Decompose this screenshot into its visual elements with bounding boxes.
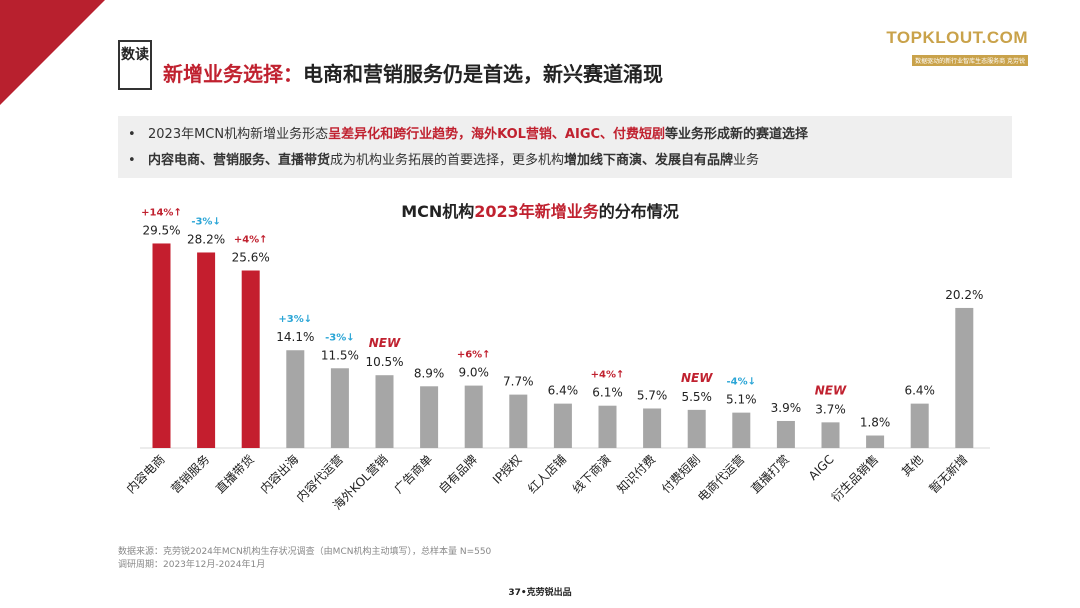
survey-period: 调研周期：2023年12月-2024年1月 bbox=[118, 560, 266, 570]
bar-7 bbox=[420, 386, 439, 448]
value-label-10: 6.4% bbox=[548, 384, 579, 398]
chart-title-part: MCN机构 bbox=[401, 202, 475, 221]
change-label-6: NEW bbox=[369, 336, 401, 350]
change-label-3: +4%↑ bbox=[234, 235, 268, 246]
section-tag: 数读 bbox=[118, 40, 152, 90]
bar-9 bbox=[509, 394, 528, 448]
value-label-19: 20.2% bbox=[945, 288, 983, 302]
bullet-dot: • bbox=[128, 127, 136, 142]
logo-tagline: 数据驱动的新行业智库生态服务商 克劳锐 bbox=[912, 55, 1028, 66]
change-label-13: NEW bbox=[681, 371, 713, 385]
bullet-bold: 内容电商、营销服务、直播带货 bbox=[148, 153, 331, 168]
bar-12 bbox=[643, 408, 662, 448]
change-label-14: -4%↓ bbox=[727, 377, 757, 388]
category-label-1: 内容电商 bbox=[123, 452, 168, 497]
bar-3 bbox=[241, 270, 260, 448]
value-label-18: 6.4% bbox=[904, 384, 935, 398]
value-label-9: 7.7% bbox=[503, 375, 534, 389]
category-label-17: 衍生品销售 bbox=[828, 452, 881, 505]
bar-4 bbox=[286, 350, 305, 448]
category-label-14: 电商代运营 bbox=[694, 452, 747, 505]
category-label-4: 内容出海 bbox=[257, 452, 302, 497]
value-label-17: 1.8% bbox=[860, 416, 891, 430]
bullet-bold: 增加线下商演、发展自有品牌 bbox=[564, 153, 734, 168]
bar-10 bbox=[553, 403, 572, 448]
bar-15 bbox=[776, 420, 795, 448]
change-label-5: -3%↓ bbox=[325, 332, 355, 343]
bullet-text: 成为机构业务拓展的首要选择，更多机构 bbox=[330, 153, 565, 168]
change-label-16: NEW bbox=[815, 383, 847, 397]
category-label-8: 自有品牌 bbox=[436, 452, 480, 496]
logo-text: TOPKLOUT.COM bbox=[886, 28, 1028, 47]
category-label-16: AIGC bbox=[806, 452, 837, 483]
bar-19 bbox=[955, 307, 974, 448]
bullet-text: 等业务形成新的赛道选择 bbox=[665, 127, 809, 142]
bullet-dot: • bbox=[128, 153, 136, 168]
bar-13 bbox=[687, 409, 706, 448]
category-label-12: 知识付费 bbox=[614, 452, 658, 496]
category-label-15: 直播打赏 bbox=[748, 452, 792, 496]
category-label-10: 红人店铺 bbox=[524, 452, 569, 497]
page-title-rest: 电商和营销服务仍是首选，新兴赛道涌现 bbox=[303, 62, 663, 86]
value-label-12: 5.7% bbox=[637, 388, 668, 402]
bar-6 bbox=[375, 375, 394, 448]
change-label-11: +4%↑ bbox=[591, 370, 625, 381]
page-title-highlight: 新增业务选择： bbox=[163, 62, 303, 86]
value-label-5: 11.5% bbox=[321, 348, 359, 362]
bar-5 bbox=[330, 368, 349, 448]
value-label-14: 5.1% bbox=[726, 393, 757, 407]
change-label-1: +14%↑ bbox=[141, 207, 182, 218]
brand-logo: TOPKLOUT.COM 数据驱动的新行业智库生态服务商 克劳锐 bbox=[886, 28, 1028, 67]
bar-8 bbox=[464, 385, 483, 448]
bar-2 bbox=[197, 252, 216, 448]
category-label-13: 付费短剧 bbox=[659, 452, 703, 496]
value-label-11: 6.1% bbox=[592, 386, 623, 400]
value-label-2: 28.2% bbox=[187, 232, 225, 246]
chart-title-highlight: 2023年新增业务 bbox=[474, 202, 599, 221]
corner-decoration bbox=[0, 0, 105, 105]
summary-box: • 2023年MCN机构新增业务形态呈差异化和跨行业趋势，海外KOL营销、AIGC… bbox=[118, 116, 1012, 178]
bar-1 bbox=[152, 243, 171, 448]
category-label-9: IP授权 bbox=[489, 452, 524, 487]
change-label-4: +3%↓ bbox=[278, 314, 312, 325]
bar-17 bbox=[866, 435, 885, 448]
chart-title: MCN机构2023年新增业务的分布情况 bbox=[0, 198, 1080, 222]
page-title: 新增业务选择：电商和营销服务仍是首选，新兴赛道涌现 bbox=[163, 58, 663, 87]
change-label-8: +6%↑ bbox=[457, 350, 491, 361]
value-label-4: 14.1% bbox=[276, 330, 314, 344]
value-label-8: 9.0% bbox=[458, 366, 489, 380]
data-source: 数据来源：克劳锐2024年MCN机构生存状况调查（由MCN机构主动填写），总样本… bbox=[118, 547, 492, 557]
bullet-text: 业务 bbox=[733, 153, 760, 168]
value-label-15: 3.9% bbox=[771, 401, 802, 415]
bar-18 bbox=[910, 403, 929, 448]
bar-11 bbox=[598, 405, 617, 448]
value-label-1: 29.5% bbox=[142, 223, 180, 237]
summary-bullet-1: • 2023年MCN机构新增业务形态呈差异化和跨行业趋势，海外KOL营销、AIGC… bbox=[128, 122, 1012, 148]
value-label-6: 10.5% bbox=[365, 355, 403, 369]
bullet-highlight: 呈差异化和跨行业趋势，海外KOL营销、AIGC、付费短剧 bbox=[328, 127, 666, 142]
category-label-7: 广告商单 bbox=[391, 452, 436, 497]
bar-14 bbox=[732, 412, 751, 448]
category-label-3: 直播带货 bbox=[212, 452, 257, 497]
value-label-16: 3.7% bbox=[815, 402, 846, 416]
value-label-3: 25.6% bbox=[232, 251, 270, 265]
value-label-7: 8.9% bbox=[414, 366, 445, 380]
bar-16 bbox=[821, 422, 840, 448]
value-label-13: 5.5% bbox=[681, 390, 712, 404]
bullet-text: 2023年MCN机构新增业务形态 bbox=[148, 127, 329, 142]
chart-title-part: 的分布情况 bbox=[598, 202, 679, 221]
category-label-19: 暂无新增 bbox=[926, 452, 971, 497]
category-label-2: 营销服务 bbox=[168, 452, 213, 497]
category-label-11: 线下商演 bbox=[569, 452, 614, 497]
category-label-18: 其他 bbox=[899, 452, 926, 479]
summary-bullet-2: • 内容电商、营销服务、直播带货成为机构业务拓展的首要选择，更多机构增加线下商演、… bbox=[128, 148, 1012, 174]
page-number: 37•克劳锐出品 bbox=[508, 588, 572, 598]
change-label-2: -3%↓ bbox=[191, 216, 221, 227]
footer-notes: 数据来源：克劳锐2024年MCN机构生存状况调查（由MCN机构主动填写），总样本… bbox=[118, 546, 491, 572]
